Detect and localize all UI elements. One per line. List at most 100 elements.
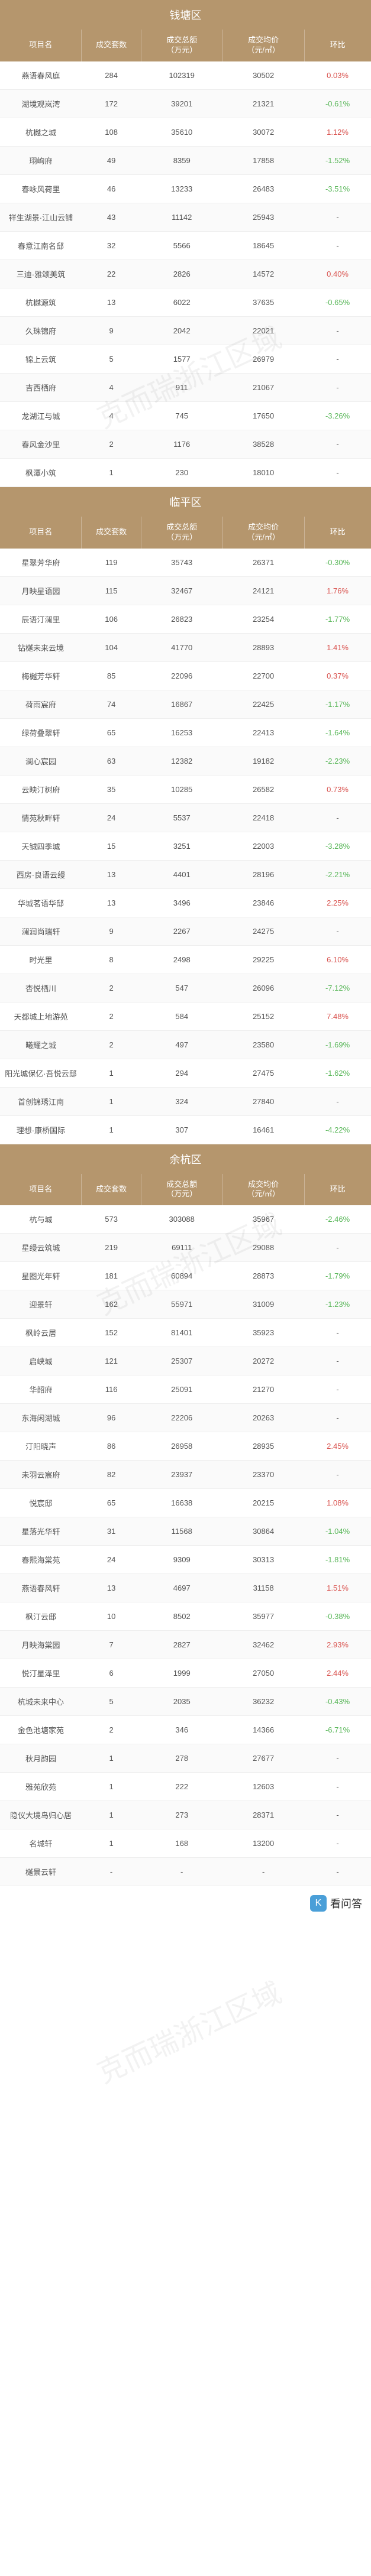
cell-avg: 27840 [222, 1087, 304, 1115]
cell-avg: 28893 [222, 633, 304, 661]
cell-count: 1 [82, 1059, 141, 1087]
table-row: 枫岭云居1528140135923- [0, 1319, 371, 1347]
cell-avg: 26096 [222, 974, 304, 1002]
cell-ratio: - [304, 203, 371, 231]
cell-ratio: - [304, 373, 371, 401]
cell-ratio: - [304, 1773, 371, 1801]
cell-total: 346 [141, 1716, 222, 1744]
cell-total: 69111 [141, 1234, 222, 1262]
cell-total: 584 [141, 1002, 222, 1030]
cell-count: 108 [82, 118, 141, 146]
cell-ratio: - [304, 458, 371, 486]
cell-total: 2827 [141, 1631, 222, 1659]
table-row: 名城轩116813200- [0, 1829, 371, 1858]
cell-ratio: -1.77% [304, 605, 371, 633]
cell-name: 荷雨宸府 [0, 690, 82, 718]
cell-name: 启峡城 [0, 1347, 82, 1375]
cell-ratio: -1.62% [304, 1059, 371, 1087]
cell-name: 杭城未来中心 [0, 1688, 82, 1716]
cell-avg: 36232 [222, 1688, 304, 1716]
cell-name: 悦宸邸 [0, 1489, 82, 1517]
cell-avg: 32462 [222, 1631, 304, 1659]
cell-ratio: -0.65% [304, 288, 371, 316]
cell-avg: 22418 [222, 803, 304, 832]
cell-total: 222 [141, 1773, 222, 1801]
cell-count: 119 [82, 549, 141, 577]
table-row: 曦耀之城249723580-1.69% [0, 1030, 371, 1059]
footer: K 看问答 [0, 1886, 371, 1920]
cell-total: 911 [141, 373, 222, 401]
cell-name: 杏悦栖川 [0, 974, 82, 1002]
cell-name: 久珠锦府 [0, 316, 82, 345]
table-row: 天铖四季城15325122003-3.28% [0, 832, 371, 860]
cell-ratio: - [304, 917, 371, 945]
cell-ratio: -2.21% [304, 860, 371, 888]
cell-avg: 26979 [222, 345, 304, 373]
cell-ratio: - [304, 1461, 371, 1489]
cell-avg: 26483 [222, 174, 304, 203]
table-row: 西房·良语云缦13440128196-2.21% [0, 860, 371, 888]
cell-total: 2267 [141, 917, 222, 945]
table-row: 燕语春风轩134697311581.51% [0, 1574, 371, 1602]
cell-name: 情苑秋畔轩 [0, 803, 82, 832]
cell-name: 钻樾未来云境 [0, 633, 82, 661]
cell-ratio: -1.69% [304, 1030, 371, 1059]
cell-ratio: 1.51% [304, 1574, 371, 1602]
table-row: 辰语汀澜里1062682323254-1.77% [0, 605, 371, 633]
cell-avg: 17858 [222, 146, 304, 174]
table-row: 枫汀云邸10850235977-0.38% [0, 1602, 371, 1631]
cell-avg: 22700 [222, 661, 304, 690]
cell-count: 2 [82, 1716, 141, 1744]
cell-avg: 18645 [222, 231, 304, 259]
cell-avg: 20215 [222, 1489, 304, 1517]
table-row: 杭樾源筑13602237635-0.65% [0, 288, 371, 316]
cell-total: 273 [141, 1801, 222, 1829]
cell-count: 13 [82, 288, 141, 316]
table-row: 杭与城57330308835967-2.46% [0, 1205, 371, 1234]
column-header: 项目名 [0, 1174, 82, 1206]
cell-count: 2 [82, 1030, 141, 1059]
cell-name: 燕语春风庭 [0, 61, 82, 90]
table-row: 迎景轩1625597131009-1.23% [0, 1290, 371, 1319]
cell-avg: 25943 [222, 203, 304, 231]
cell-count: 162 [82, 1290, 141, 1319]
cell-name: 星翠芳华府 [0, 549, 82, 577]
cell-avg: 23370 [222, 1461, 304, 1489]
cell-avg: 30313 [222, 1546, 304, 1574]
cell-ratio: -2.23% [304, 747, 371, 775]
table-row: 春意江南名邸32556618645- [0, 231, 371, 259]
cell-total: 32467 [141, 576, 222, 605]
table-row: 东海闲湖城962220620263- [0, 1404, 371, 1432]
cell-ratio: -2.46% [304, 1205, 371, 1234]
cell-name: 云映汀树府 [0, 775, 82, 803]
cell-count: 1 [82, 1087, 141, 1115]
cell-ratio: 1.12% [304, 118, 371, 146]
cell-ratio: - [304, 1087, 371, 1115]
cell-avg: 28371 [222, 1801, 304, 1829]
cell-name: 枫岭云居 [0, 1319, 82, 1347]
cell-name: 首创锦琇江南 [0, 1087, 82, 1115]
cell-name: 曦耀之城 [0, 1030, 82, 1059]
table-row: 未羽云宸府822393723370- [0, 1461, 371, 1489]
cell-count: 121 [82, 1347, 141, 1375]
table-row: 锦上云筑5157726979- [0, 345, 371, 373]
cell-total: 102319 [141, 61, 222, 90]
column-header: 成交均价（元/㎡） [222, 1174, 304, 1206]
cell-count: 2 [82, 974, 141, 1002]
cell-count: 13 [82, 860, 141, 888]
cell-count: 96 [82, 1404, 141, 1432]
cell-ratio: - [304, 1404, 371, 1432]
cell-avg: 14572 [222, 259, 304, 288]
cell-name: 杭与城 [0, 1205, 82, 1234]
cell-ratio: 0.37% [304, 661, 371, 690]
cell-total: 1577 [141, 345, 222, 373]
table-row: 澜心宸园631238219182-2.23% [0, 747, 371, 775]
cell-avg: 22003 [222, 832, 304, 860]
cell-ratio: - [304, 1347, 371, 1375]
column-header: 成交套数 [82, 517, 141, 549]
cell-name: 天都城上地游苑 [0, 1002, 82, 1030]
cell-avg: 27050 [222, 1659, 304, 1688]
cell-avg: 31158 [222, 1574, 304, 1602]
cell-ratio: 2.93% [304, 1631, 371, 1659]
table-row: 绿荷叠翠轩651625322413-1.64% [0, 718, 371, 747]
